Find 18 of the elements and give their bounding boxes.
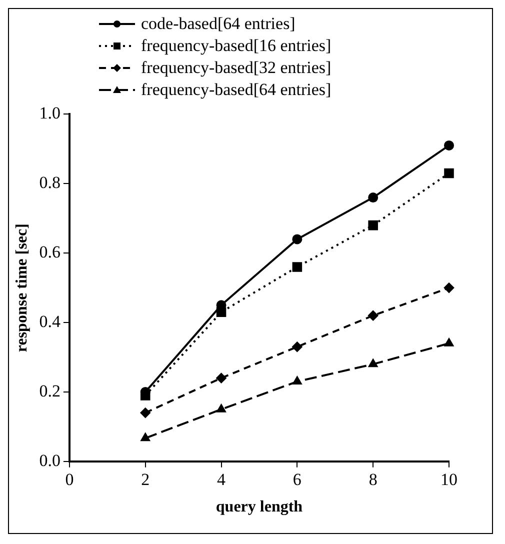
legend-label: frequency-based[32 entries] <box>141 57 332 79</box>
y-tick-label: 0.0 <box>39 450 60 470</box>
x-tick-label: 10 <box>440 470 458 490</box>
legend-label: frequency-based[16 entries] <box>141 35 332 57</box>
legend-label: frequency-based[64 entries] <box>141 79 332 101</box>
y-tick-label: 0.6 <box>39 242 60 262</box>
x-tick-label: 6 <box>292 470 302 490</box>
x-tick-label: 0 <box>65 470 74 490</box>
x-tick-label: 2 <box>141 470 150 490</box>
x-tick-label: 4 <box>217 470 226 490</box>
y-axis-title: response time [sec] <box>14 224 31 352</box>
legend-label: code-based[64 entries] <box>141 13 296 35</box>
y-tick-label: 0.2 <box>39 381 60 400</box>
y-tick-label: 0.4 <box>39 312 61 331</box>
y-tick-label: 0.8 <box>39 173 60 192</box>
x-axis-title: query length <box>216 498 303 516</box>
y-tick-label: 1.0 <box>39 104 60 123</box>
x-tick-label: 8 <box>368 470 378 490</box>
